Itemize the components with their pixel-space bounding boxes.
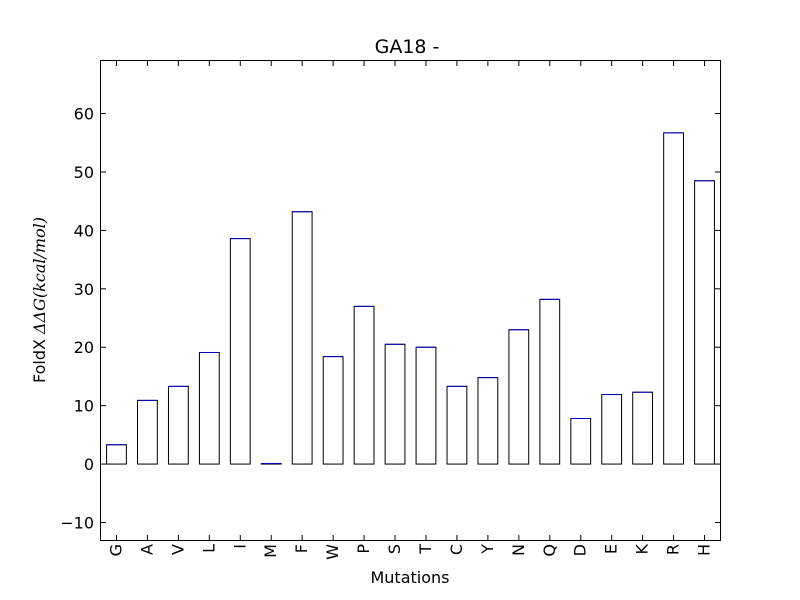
ticks-layer: G A V L I M F W P S T C Y N Q D E K R H −10 0 10 20 30 40 50 60	[60, 61, 720, 560]
x-tick-label: S	[385, 544, 404, 554]
x-tick-label: H	[695, 544, 714, 556]
x-tick-label: N	[509, 544, 528, 556]
y-tick-label: 60	[74, 105, 94, 124]
x-tick-label: Q	[540, 544, 559, 557]
y-tick-label: 20	[74, 338, 94, 357]
x-tick-label: V	[168, 544, 187, 555]
bar-i	[229, 238, 251, 465]
x-tick-label: L	[199, 544, 218, 553]
bar-d	[570, 418, 592, 465]
bar-r	[663, 132, 684, 465]
x-tick-label: G	[106, 544, 125, 556]
x-tick-label: E	[602, 544, 621, 554]
bar-e	[601, 394, 623, 465]
y-tick-label: −10	[60, 513, 94, 532]
y-tick-label: 30	[74, 280, 94, 299]
x-tick-label: M	[261, 544, 280, 558]
x-tick-label: I	[230, 544, 249, 549]
bar-v	[167, 385, 189, 465]
x-tick-label: Y	[478, 544, 497, 555]
x-tick-label: C	[447, 544, 466, 555]
y-axis-title-prefix: FoldX	[30, 334, 49, 383]
x-tick-label: K	[633, 544, 652, 555]
bar-y	[477, 377, 499, 465]
x-tick-label: W	[323, 544, 342, 560]
bar-f	[291, 211, 313, 465]
y-tick-label: 40	[74, 221, 94, 240]
x-tick-label: T	[416, 544, 435, 555]
plot-frame	[100, 60, 721, 541]
y-tick-label: 50	[74, 163, 94, 182]
bar-n	[508, 329, 530, 465]
bar-q	[539, 298, 561, 465]
bar-h	[694, 180, 715, 465]
x-axis-title: Mutations	[370, 568, 449, 587]
x-tick-label: A	[137, 544, 156, 555]
bar-w	[322, 356, 344, 465]
x-tick-label: D	[571, 544, 590, 556]
bar-l	[198, 351, 220, 465]
y-axis-title: FoldX ΔΔG(kcal/mol)	[30, 217, 49, 383]
bar-g	[106, 444, 127, 465]
bar-t	[415, 346, 437, 465]
bar-p	[353, 305, 375, 465]
y-tick-label: 0	[84, 455, 94, 474]
x-tick-label: F	[292, 544, 311, 553]
bar-k	[632, 391, 654, 465]
x-tick-label: P	[354, 544, 373, 554]
bars-layer	[106, 132, 715, 465]
bar-s	[384, 343, 406, 465]
chart-title: GA18 -	[375, 36, 440, 58]
x-tick-label: R	[664, 544, 683, 555]
bar-c	[446, 385, 468, 465]
bar-a	[137, 399, 158, 465]
y-axis-title-math: ΔΔG(kcal/mol)	[30, 217, 49, 335]
y-tick-label: 10	[74, 397, 94, 416]
